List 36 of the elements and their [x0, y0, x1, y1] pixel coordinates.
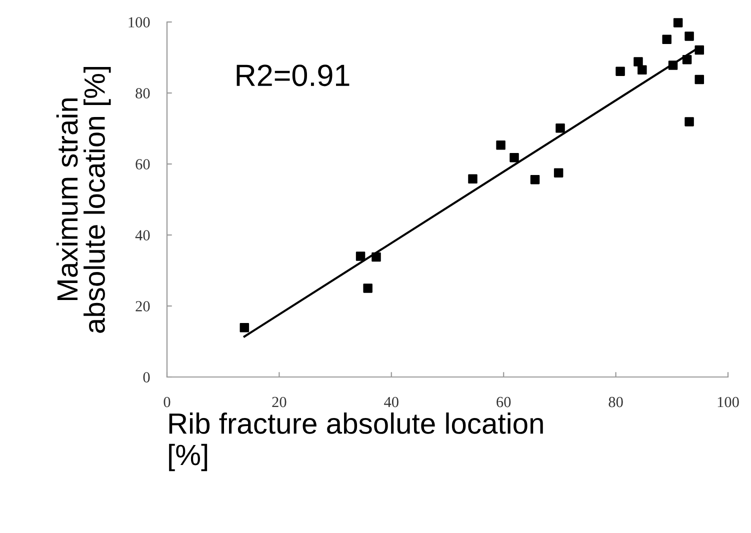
point — [556, 124, 565, 133]
point — [616, 66, 625, 76]
y-tick-label: 40 — [135, 230, 150, 240]
x-tick-label: 60 — [496, 396, 511, 408]
point — [363, 284, 372, 293]
point — [496, 140, 506, 150]
point — [694, 45, 704, 55]
y-tick-label: 100 — [128, 17, 150, 28]
annotation: R2=0.91 — [236, 64, 350, 86]
point — [468, 174, 478, 184]
x-tick-label: 40 — [384, 396, 398, 408]
x-tick-label: 0 — [164, 396, 170, 408]
point — [372, 252, 381, 262]
point — [684, 32, 694, 41]
y-tick-label: 0 — [143, 372, 150, 382]
point — [554, 168, 564, 178]
point — [634, 57, 643, 66]
x-axis-title: Rib fracture absolute location [%] — [169, 412, 543, 472]
point — [694, 74, 704, 84]
y-tick-label: 60 — [136, 159, 150, 170]
point — [356, 252, 366, 261]
x-tick-label: 20 — [272, 396, 286, 408]
point — [638, 65, 647, 75]
point — [673, 18, 683, 28]
point — [668, 60, 678, 70]
x-tick-label: 100 — [718, 396, 739, 408]
y-tick-label: 80 — [136, 88, 150, 98]
point — [684, 117, 694, 126]
x-tick-label: 80 — [608, 396, 623, 408]
point — [510, 152, 519, 162]
point — [530, 174, 540, 184]
point — [240, 323, 250, 332]
y-axis-title: Maximum strain absolute location [%] — [56, 66, 111, 333]
point — [662, 34, 672, 44]
y-tick-label: 20 — [136, 301, 150, 312]
point — [682, 55, 692, 64]
